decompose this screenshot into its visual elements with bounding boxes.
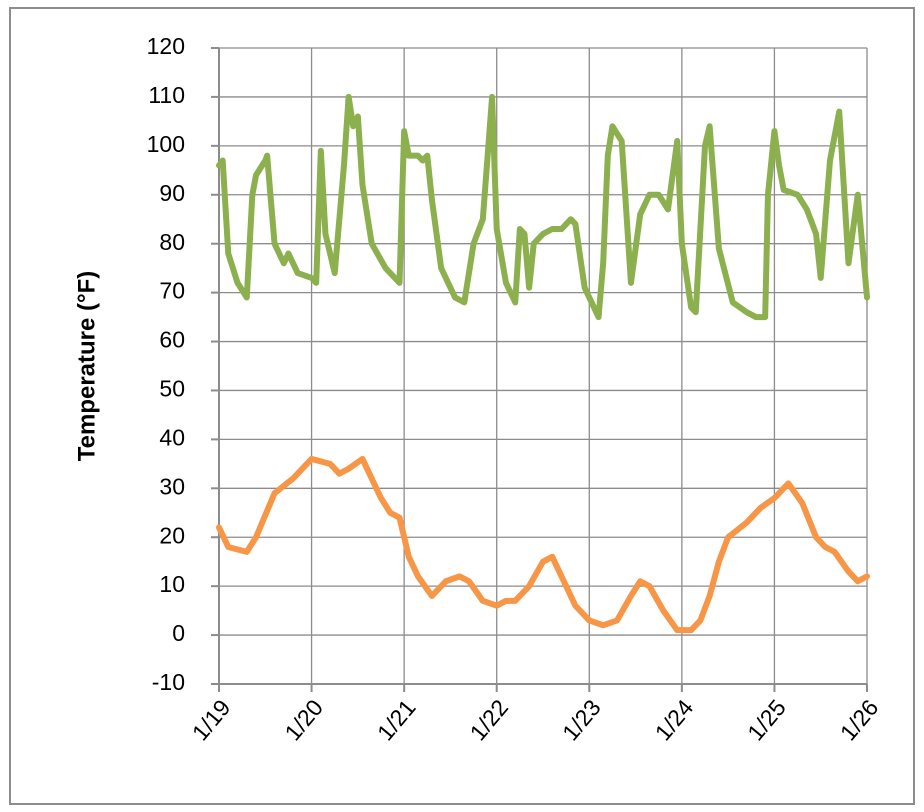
y-tick-label: 40 bbox=[159, 424, 185, 450]
series-line bbox=[216, 455, 870, 634]
y-tick-label: 30 bbox=[159, 473, 185, 499]
y-tick-label: 120 bbox=[147, 33, 185, 59]
y-tick-label: 90 bbox=[159, 180, 185, 206]
y-tick-label: 20 bbox=[159, 522, 185, 548]
y-tick-label: 50 bbox=[159, 376, 185, 402]
series-line bbox=[216, 93, 870, 321]
y-tick-label: 110 bbox=[148, 82, 185, 108]
y-tick-label: 10 bbox=[159, 571, 185, 597]
y-tick-label: 60 bbox=[159, 327, 185, 353]
y-tick-label: -10 bbox=[152, 669, 185, 695]
y-tick-label: 0 bbox=[172, 620, 185, 646]
y-tick-label: 80 bbox=[159, 229, 185, 255]
y-tick-label: 70 bbox=[159, 278, 185, 304]
chart-frame bbox=[9, 7, 915, 805]
y-axis-label: Temperature (°F) bbox=[73, 271, 100, 462]
y-tick-label: 100 bbox=[147, 131, 185, 157]
